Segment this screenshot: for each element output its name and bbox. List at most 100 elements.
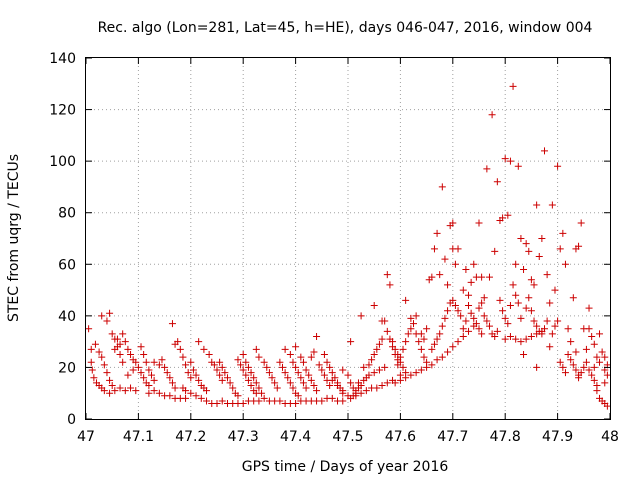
data-point [171,384,179,392]
data-point [470,260,478,268]
data-point [478,330,486,338]
data-point [465,302,473,310]
data-point [420,335,428,343]
data-point [467,278,475,286]
data-point [467,309,475,317]
data-point [370,351,378,359]
data-point [561,369,569,377]
data-point [195,338,203,346]
data-point [551,286,559,294]
data-point [556,358,564,366]
data-point [216,358,224,366]
data-point [182,361,190,369]
data-point [100,361,108,369]
data-point [433,335,441,343]
data-point [522,335,530,343]
data-point [347,338,355,346]
data-point [213,400,221,408]
data-point [412,369,420,377]
data-point [200,345,208,353]
data-point [368,356,376,364]
data-point [512,335,520,343]
data-point [554,162,562,170]
data-point [373,384,381,392]
data-point [501,314,509,322]
data-point [525,294,533,302]
plot-frame [85,57,611,420]
data-point [383,271,391,279]
data-point [475,325,483,333]
data-point [598,348,606,356]
data-point [234,356,242,364]
data-point [485,322,493,330]
data-point [375,340,383,348]
data-point [533,363,541,371]
data-point [527,332,535,340]
data-point [113,335,121,343]
data-point [223,374,231,382]
data-point [399,363,407,371]
data-point [454,245,462,253]
data-point [478,299,486,307]
data-point [582,358,590,366]
data-point [140,374,148,382]
data-point [216,371,224,379]
data-point [402,296,410,304]
data-point [506,157,514,165]
y-tick-label: 0 [67,412,76,428]
data-point [381,317,389,325]
data-point [195,376,203,384]
data-point [111,345,119,353]
data-point [315,361,323,369]
data-point [292,343,300,351]
data-point [137,343,145,351]
data-point [121,387,129,395]
data-point [588,332,596,340]
data-point [318,397,326,405]
data-point [459,286,467,294]
x-tick-label: 47.4 [280,429,311,445]
data-point [444,281,452,289]
data-point [493,327,501,335]
x-tick-label: 47.6 [385,429,416,445]
data-point [210,361,218,369]
data-point [87,358,95,366]
data-point [575,242,583,250]
data-point [119,358,127,366]
data-point [548,330,556,338]
data-point [582,345,590,353]
data-point [546,299,554,307]
data-point [255,397,263,405]
data-point [119,330,127,338]
data-point [339,387,347,395]
data-point [91,340,99,348]
data-point [98,353,106,361]
data-point [328,394,336,402]
data-point [520,351,528,359]
data-point [103,317,111,325]
data-point [134,363,142,371]
data-point [260,358,268,366]
data-point [593,353,601,361]
data-point [596,330,604,338]
data-point [386,281,394,289]
data-point [182,387,190,395]
data-point [412,312,420,320]
data-point [313,332,321,340]
data-point [428,361,436,369]
data-point [530,317,538,325]
data-point [239,351,247,359]
data-point [106,309,114,317]
data-point [459,332,467,340]
data-point [590,340,598,348]
data-point [239,400,247,408]
data-point [310,348,318,356]
data-point [297,353,305,361]
data-point [407,371,415,379]
data-point [485,273,493,281]
data-point [444,307,452,315]
data-point [551,322,559,330]
data-point [326,363,334,371]
data-point [522,304,530,312]
data-point [273,384,281,392]
